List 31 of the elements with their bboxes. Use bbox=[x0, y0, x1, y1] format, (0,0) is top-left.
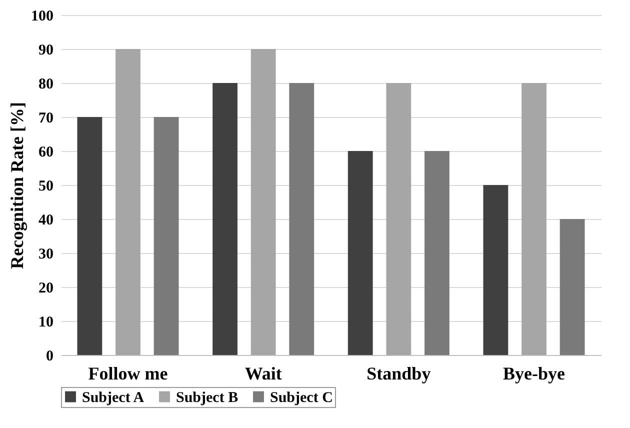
y-tick-label: 60 bbox=[38, 144, 54, 160]
legend-label: Subject A bbox=[82, 390, 144, 406]
y-tick-label: 0 bbox=[46, 348, 54, 364]
bar bbox=[348, 151, 373, 355]
legend-label: Subject C bbox=[270, 390, 333, 406]
x-tick-label: Follow me bbox=[88, 364, 168, 384]
x-tick-label: Standby bbox=[366, 364, 431, 384]
y-tick-label: 100 bbox=[31, 8, 54, 24]
bar bbox=[560, 219, 585, 355]
y-tick-label: 70 bbox=[38, 110, 54, 126]
y-tick-label: 20 bbox=[38, 280, 54, 296]
bar bbox=[289, 83, 314, 355]
y-tick-label: 40 bbox=[38, 212, 54, 228]
y-tick-label: 80 bbox=[38, 76, 54, 92]
bar bbox=[116, 49, 140, 355]
bar bbox=[154, 117, 179, 355]
bar bbox=[212, 83, 238, 355]
bar bbox=[522, 83, 546, 355]
legend-label: Subject B bbox=[176, 390, 238, 406]
y-tick-label: 30 bbox=[38, 246, 54, 262]
y-axis-title: Recognition Rate [%] bbox=[7, 102, 27, 269]
bar bbox=[386, 83, 412, 355]
y-tick-label: 50 bbox=[38, 178, 54, 194]
y-tick-label: 90 bbox=[38, 42, 54, 58]
x-tick-label: Wait bbox=[244, 364, 282, 384]
bar bbox=[424, 151, 450, 355]
bar bbox=[250, 49, 276, 355]
bar bbox=[483, 185, 508, 355]
y-tick-label: 10 bbox=[38, 314, 54, 330]
bar bbox=[77, 117, 102, 355]
x-tick-label: Bye-bye bbox=[503, 364, 566, 384]
